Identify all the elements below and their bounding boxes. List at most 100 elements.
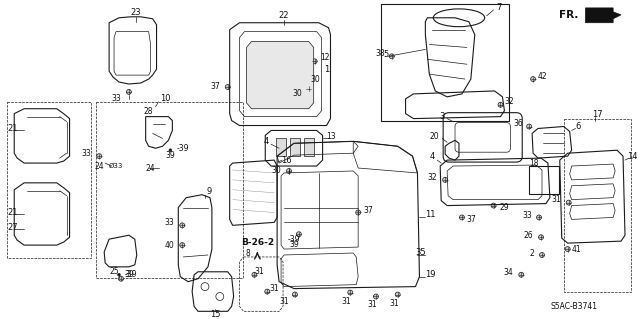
Circle shape — [538, 235, 543, 240]
Text: 26: 26 — [524, 231, 533, 240]
Text: 28: 28 — [144, 107, 154, 116]
Text: 29: 29 — [499, 203, 509, 212]
Text: 31: 31 — [279, 297, 289, 306]
Text: 3: 3 — [440, 112, 445, 121]
Text: 42: 42 — [538, 71, 548, 81]
Text: 31: 31 — [551, 195, 561, 204]
Text: 41: 41 — [572, 245, 581, 254]
Text: 33: 33 — [81, 149, 92, 158]
Circle shape — [491, 203, 496, 208]
Text: S5AC-B3741: S5AC-B3741 — [551, 302, 598, 311]
Circle shape — [374, 294, 378, 299]
Circle shape — [252, 272, 257, 277]
Text: 8: 8 — [245, 249, 250, 258]
Text: B-26-2: B-26-2 — [241, 238, 274, 247]
Text: 36: 36 — [513, 119, 524, 128]
Circle shape — [356, 210, 360, 215]
Text: 1: 1 — [324, 65, 329, 74]
Circle shape — [287, 168, 291, 174]
Bar — [290, 138, 300, 156]
Text: 31: 31 — [342, 297, 351, 306]
Circle shape — [460, 215, 465, 220]
Text: 4: 4 — [430, 152, 435, 161]
Text: 31: 31 — [269, 284, 279, 293]
Text: 27: 27 — [7, 223, 18, 232]
Text: FR.: FR. — [559, 10, 579, 20]
Circle shape — [443, 177, 447, 182]
Text: 33: 33 — [164, 218, 174, 227]
Text: 6: 6 — [575, 122, 581, 131]
Text: 30: 30 — [271, 167, 281, 175]
Bar — [564, 119, 631, 292]
Text: 13: 13 — [326, 132, 336, 141]
Text: 4: 4 — [264, 137, 269, 146]
Text: -39: -39 — [176, 144, 189, 153]
Text: 38: 38 — [375, 49, 385, 58]
Text: 11: 11 — [426, 210, 436, 219]
Text: 37: 37 — [467, 215, 477, 224]
Circle shape — [527, 124, 532, 129]
Polygon shape — [246, 41, 314, 109]
Circle shape — [296, 232, 301, 237]
Text: 31: 31 — [255, 267, 264, 276]
Text: 35: 35 — [415, 248, 426, 256]
Text: 33: 33 — [111, 94, 121, 103]
Text: 7: 7 — [497, 4, 502, 12]
Circle shape — [118, 273, 120, 276]
Polygon shape — [586, 8, 621, 23]
Circle shape — [292, 292, 298, 297]
Text: 21: 21 — [7, 208, 18, 217]
Text: 18: 18 — [529, 159, 539, 167]
Circle shape — [396, 292, 400, 297]
Text: 31: 31 — [389, 299, 399, 308]
Circle shape — [348, 290, 353, 295]
Text: 14: 14 — [627, 152, 637, 161]
Bar — [96, 102, 243, 278]
Text: 20: 20 — [429, 132, 439, 141]
Circle shape — [498, 102, 503, 107]
Circle shape — [127, 89, 131, 94]
Text: 37: 37 — [363, 206, 373, 215]
Text: 22: 22 — [279, 11, 289, 20]
Circle shape — [180, 223, 185, 228]
Text: -39: -39 — [287, 235, 300, 244]
Text: 17: 17 — [592, 110, 603, 119]
Text: 34: 34 — [504, 268, 513, 277]
Text: 31: 31 — [367, 300, 377, 309]
Text: 15: 15 — [210, 310, 220, 319]
Text: 2: 2 — [529, 249, 534, 257]
Text: 32: 32 — [504, 97, 514, 106]
Text: 19: 19 — [426, 270, 436, 279]
Text: 12: 12 — [321, 53, 330, 62]
Circle shape — [565, 247, 570, 251]
Text: 39: 39 — [289, 240, 299, 249]
Text: 25: 25 — [109, 267, 119, 276]
Text: 5: 5 — [384, 50, 389, 59]
Circle shape — [540, 253, 545, 257]
Bar — [276, 138, 286, 156]
Circle shape — [180, 243, 185, 248]
Text: 23: 23 — [131, 8, 141, 17]
Text: 39: 39 — [124, 270, 134, 279]
Circle shape — [312, 59, 317, 64]
Circle shape — [169, 149, 172, 152]
Circle shape — [97, 154, 102, 159]
Bar — [304, 138, 314, 156]
Circle shape — [519, 272, 524, 277]
Text: 24: 24 — [146, 164, 156, 173]
Text: 32: 32 — [428, 174, 437, 182]
Text: -39: -39 — [125, 270, 138, 279]
Text: 16: 16 — [281, 156, 292, 165]
Bar — [529, 166, 559, 194]
Circle shape — [225, 85, 230, 89]
Circle shape — [265, 289, 269, 294]
Text: 39: 39 — [166, 151, 175, 160]
Circle shape — [566, 200, 571, 205]
Text: 37: 37 — [210, 83, 220, 92]
Circle shape — [531, 77, 536, 82]
Text: 30: 30 — [311, 75, 321, 84]
Bar — [381, 4, 509, 121]
Text: Ø33: Ø33 — [109, 163, 124, 169]
Text: 40: 40 — [164, 241, 174, 249]
Text: 21: 21 — [7, 124, 18, 133]
